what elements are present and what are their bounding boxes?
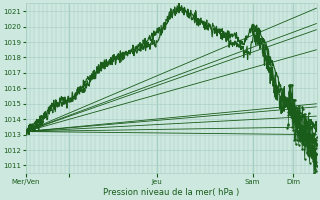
X-axis label: Pression niveau de la mer( hPa ): Pression niveau de la mer( hPa ) (103, 188, 239, 197)
